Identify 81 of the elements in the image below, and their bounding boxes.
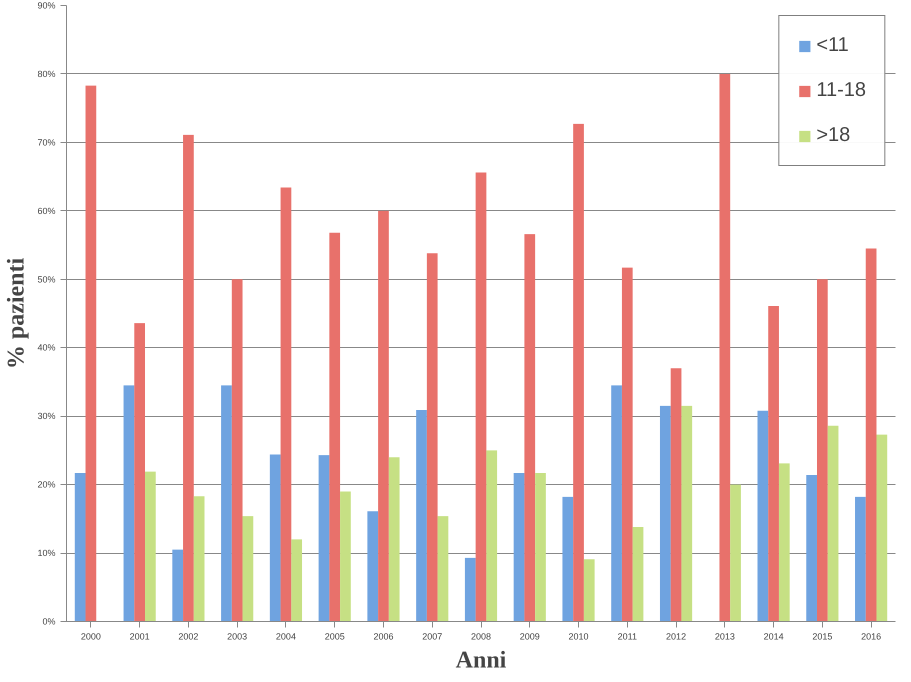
bar (242, 516, 254, 622)
bar (221, 385, 232, 622)
x-tick-label: 2007 (422, 632, 442, 642)
bar (183, 134, 194, 622)
bar (573, 124, 584, 622)
x-tick-label: 2012 (666, 632, 686, 642)
x-axis-title: Anni (456, 648, 507, 674)
x-tick-label: 2002 (178, 632, 198, 642)
bar (514, 472, 524, 622)
bar (670, 368, 682, 622)
legend-label: 11-18 (816, 79, 866, 102)
bar (464, 558, 476, 622)
bar (291, 539, 302, 622)
bar (660, 406, 671, 622)
x-tick-label: 2010 (568, 632, 589, 642)
bar (145, 472, 156, 622)
legend-label: >18 (816, 124, 850, 147)
bar (806, 475, 817, 622)
bar (681, 406, 692, 622)
y-tick-label: 50% (37, 274, 56, 284)
bar (438, 516, 448, 622)
x-tick-label: 2009 (520, 632, 540, 642)
x-tick-label: 2006 (373, 632, 394, 642)
bar (486, 450, 498, 622)
bar (562, 496, 574, 622)
bar (134, 323, 146, 622)
bar (367, 511, 378, 622)
bar (388, 457, 400, 622)
y-tick-label: 70% (37, 137, 56, 148)
x-tick-label: 2015 (812, 632, 832, 642)
bar (611, 385, 622, 622)
x-tick-label: 2013 (714, 632, 735, 642)
x-tick-label: 2014 (764, 632, 784, 642)
bar (632, 527, 644, 622)
x-tick-label: 2005 (324, 632, 345, 642)
bar (86, 86, 96, 622)
bar (535, 472, 546, 622)
bar (416, 410, 427, 622)
bar (524, 234, 536, 622)
x-tick-label: 2003 (227, 632, 248, 642)
y-tick-label: 80% (37, 68, 56, 79)
y-tick-label: 40% (37, 342, 56, 353)
bar (232, 279, 243, 622)
bar (730, 484, 741, 622)
y-tick-label: 30% (37, 411, 56, 422)
bar (719, 74, 730, 622)
bar (172, 550, 184, 622)
bar (876, 434, 888, 622)
bar (340, 491, 351, 622)
bar (329, 232, 340, 622)
bar (866, 248, 876, 622)
y-tick-label: 90% (37, 0, 56, 10)
x-tick-label: 2001 (130, 632, 150, 642)
bar (280, 188, 292, 622)
bar (378, 210, 389, 622)
legend-label: <11 (816, 34, 849, 57)
x-tick-label: 2008 (470, 632, 492, 642)
bar (270, 454, 281, 622)
bar (757, 410, 768, 622)
bar (194, 496, 205, 622)
x-tick-label: 2000 (80, 632, 101, 642)
x-tick-label: 2004 (276, 632, 296, 642)
x-tick-label: 2011 (618, 632, 637, 642)
bar (584, 559, 595, 622)
bar (855, 496, 866, 622)
y-tick-label: 20% (37, 480, 56, 490)
bar (476, 172, 486, 622)
y-tick-label: 60% (37, 206, 56, 216)
bar (74, 472, 86, 622)
bar (768, 306, 779, 622)
bar (318, 455, 330, 622)
bar (124, 385, 134, 622)
bar (816, 279, 828, 622)
y-tick-label: 0% (42, 616, 56, 626)
x-tick-label: 2016 (861, 632, 882, 642)
bar (622, 268, 633, 622)
y-axis-title: % pazienti (3, 258, 30, 370)
bar (426, 253, 438, 622)
bar (778, 463, 790, 622)
y-tick-label: 10% (37, 548, 56, 558)
bar (828, 426, 838, 622)
